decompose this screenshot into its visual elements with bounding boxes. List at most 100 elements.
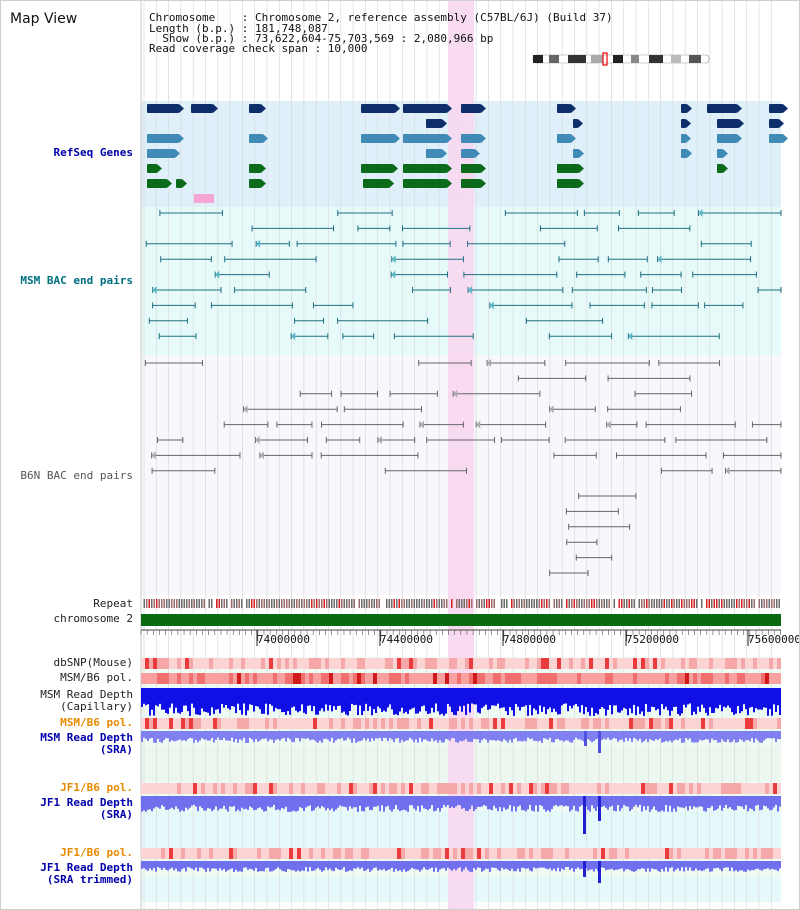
read-depth-bar	[609, 731, 611, 740]
polymorphism-strip	[165, 658, 169, 669]
read-depth-bar	[729, 861, 731, 872]
read-depth-bar	[577, 861, 579, 868]
read-depth-bar	[345, 796, 347, 808]
read-depth-bar	[677, 796, 679, 807]
read-depth-bar	[725, 796, 727, 805]
read-depth-bar	[615, 731, 617, 739]
polymorphism-strip	[429, 673, 433, 684]
polymorphism-strip	[349, 718, 353, 729]
polymorphism-strip	[693, 783, 697, 794]
read-depth-bar	[351, 861, 353, 871]
polymorphism-strip	[517, 658, 521, 669]
read-depth-bar	[331, 796, 333, 809]
read-depth-bar	[435, 796, 437, 811]
read-depth-bar	[517, 861, 519, 869]
track-label-msm-b6-pol[interactable]: MSM/B6 pol.	[60, 671, 133, 684]
polymorphism-strip	[601, 783, 605, 794]
track-label-msm-b6-pol-2[interactable]: MSM/B6 pol.	[60, 716, 133, 729]
read-depth-bar	[471, 731, 473, 742]
polymorphism-strip	[285, 848, 289, 859]
read-depth-bar	[513, 688, 515, 716]
read-depth-bar	[747, 688, 749, 716]
read-depth-bar	[393, 861, 395, 872]
gene-direction-icon	[175, 149, 180, 158]
read-depth-bar	[499, 731, 501, 741]
polymorphism-strip	[381, 718, 385, 729]
repeat-mark	[191, 599, 193, 608]
track-label-jf1-b6-pol[interactable]: JF1/B6 pol.	[60, 781, 133, 794]
read-depth-bar	[511, 796, 513, 812]
read-depth-bar	[373, 861, 375, 868]
polymorphism-strip	[269, 783, 273, 794]
read-depth-bar	[375, 796, 377, 807]
repeat-mark	[298, 599, 300, 608]
polymorphism-strip	[413, 673, 417, 684]
read-depth-bar	[141, 731, 143, 742]
read-depth-bar	[773, 861, 775, 870]
read-depth-bar	[347, 688, 349, 716]
read-depth-bar	[741, 861, 743, 871]
track-label-refseq[interactable]: RefSeq Genes	[53, 146, 133, 159]
read-depth-bar	[685, 731, 687, 738]
read-depth-bar	[361, 688, 363, 716]
read-depth-bar	[359, 731, 361, 742]
read-depth-bar	[289, 731, 291, 740]
polymorphism-strip	[661, 718, 665, 729]
read-depth-bar	[385, 861, 387, 872]
track-label-jf1-read-depth-trimmed[interactable]: JF1 Read Depth	[40, 861, 133, 874]
read-depth-bar	[175, 861, 177, 869]
polymorphism-strip	[197, 718, 201, 729]
read-depth-bar	[681, 731, 683, 743]
read-depth-bar	[299, 688, 301, 712]
read-depth-bar	[257, 731, 259, 742]
polymorphism-strip	[265, 718, 269, 729]
read-depth-bar	[215, 731, 217, 740]
read-depth-bar	[427, 796, 429, 811]
track-label-b6n-bac[interactable]: B6N BAC end pairs	[20, 469, 133, 482]
repeat-mark	[436, 599, 438, 608]
polymorphism-strip	[233, 658, 237, 669]
read-depth-bar	[177, 796, 179, 809]
polymorphism-strip	[613, 848, 617, 859]
track-label-dbsnp[interactable]: dbSNP(Mouse)	[53, 656, 133, 669]
read-depth-bar	[479, 731, 481, 743]
polymorphism-strip	[545, 658, 549, 669]
read-depth-bar	[507, 861, 509, 870]
read-depth-bar	[325, 731, 327, 739]
repeat-mark	[648, 599, 650, 608]
polymorphism-strip	[325, 673, 329, 684]
polymorphism-strip	[441, 848, 445, 859]
read-depth-bar	[697, 731, 699, 743]
read-depth-bar	[441, 731, 443, 743]
polymorphism-strip	[729, 673, 733, 684]
track-label-msm-bac[interactable]: MSM BAC end pairs	[20, 274, 133, 287]
polymorphism-strip	[345, 718, 349, 729]
read-depth-bar	[609, 861, 611, 870]
track-label-msm-read-depth-sra[interactable]: MSM Read Depth	[40, 731, 133, 744]
polymorphism-strip	[185, 718, 189, 729]
polymorphism-strip	[609, 848, 613, 859]
polymorphism-strip	[701, 658, 705, 669]
read-depth-bar	[755, 688, 757, 709]
read-depth-bar	[553, 731, 555, 743]
read-depth-bar	[461, 796, 463, 809]
polymorphism-strip	[453, 848, 457, 859]
track-label-msm-read-depth-cap[interactable]: MSM Read Depth	[40, 688, 133, 701]
polymorphism-strip	[601, 658, 605, 669]
read-depth-bar	[215, 796, 217, 807]
read-depth-bar	[347, 796, 349, 811]
track-label-jf1-read-depth[interactable]: JF1 Read Depth	[40, 796, 133, 809]
polymorphism-strip	[605, 783, 609, 794]
read-depth-bar	[743, 731, 745, 742]
polymorphism-strip	[161, 658, 165, 669]
polymorphism-strip	[665, 783, 669, 794]
track-label-jf1-b6-pol-2[interactable]: JF1/B6 pol.	[60, 846, 133, 859]
read-depth-bar	[527, 861, 529, 869]
gene-direction-icon	[579, 164, 584, 173]
read-depth-bar	[669, 688, 671, 716]
polymorphism-strip	[557, 783, 561, 794]
read-depth-bar	[233, 861, 235, 872]
read-depth-bar	[541, 796, 543, 807]
read-depth-bar	[603, 796, 605, 806]
